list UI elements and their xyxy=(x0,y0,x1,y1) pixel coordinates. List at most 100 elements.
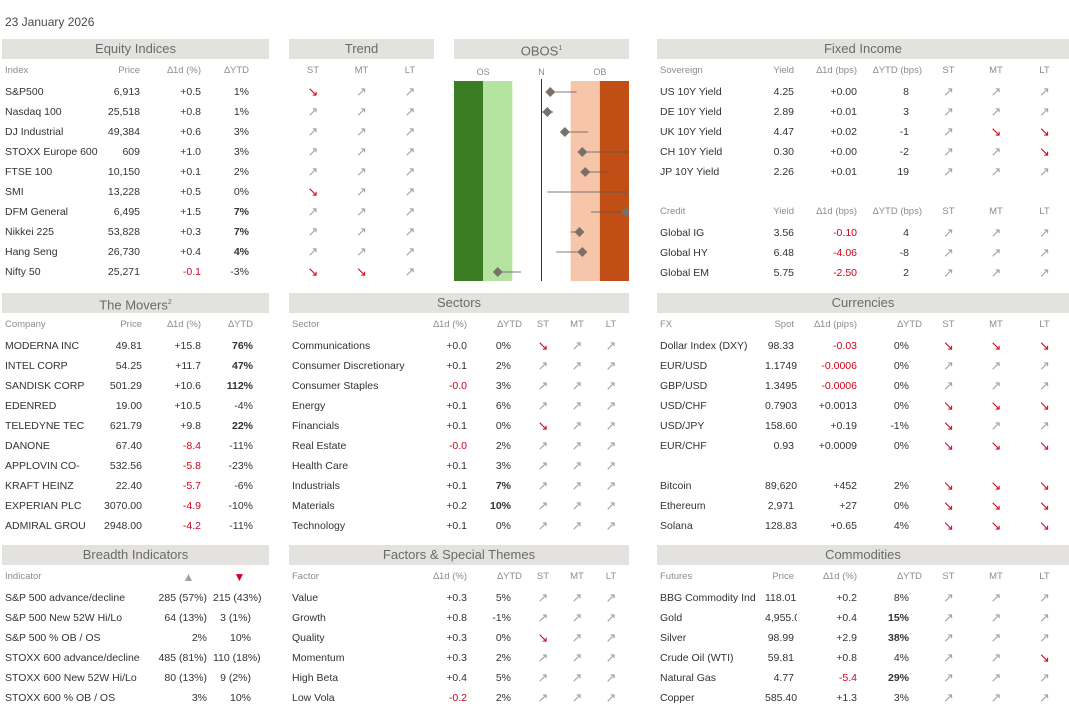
trend-lt-cell: ↗ xyxy=(593,628,629,648)
trend-lt-cell: ↗ xyxy=(1020,82,1069,102)
trend-lt-cell: ↗ xyxy=(1020,608,1069,628)
table-row: High Beta +0.4 5% ↗ ↗ ↗ xyxy=(289,668,629,688)
breadth-declining: 215 (43%) xyxy=(213,592,262,604)
table-row: Technology +0.1 0% ↗ ↗ ↗ xyxy=(289,516,629,536)
equity-indices-panel: Equity Indices Index Price ∆1d (%) ∆YTD … xyxy=(2,39,269,282)
index-change-1d: -0.1 xyxy=(182,266,201,278)
obos-marker-diamond xyxy=(542,107,553,117)
trend-st-cell: ↘ xyxy=(925,336,972,356)
col-header-ytd: ∆YTD xyxy=(224,65,249,76)
col-header-ytd: ∆YTD xyxy=(228,319,253,330)
trend-st-cell: ↗ xyxy=(289,102,337,122)
table-row: FTSE 100 10,150 +0.1 2% xyxy=(2,162,269,182)
trend-mt-cell: ↗ xyxy=(561,416,593,436)
yield-change-ytd: 4 xyxy=(903,227,909,239)
factors-name: Value xyxy=(292,592,319,604)
obos-footnote-mark: 1 xyxy=(558,45,563,52)
fixed-income-table: Sovereign Yield ∆1d (bps) ∆YTD (bps) ST MT LT … xyxy=(657,59,1069,283)
trend-st-cell: ↘ xyxy=(525,336,561,356)
index-name: DFM General xyxy=(5,206,69,218)
trend-lt-cell: ↗ xyxy=(593,376,629,396)
trend-up-arrow-icon: ↗ xyxy=(571,630,583,645)
sectors-name: Consumer Staples xyxy=(292,380,379,392)
trend-up-arrow-icon: ↗ xyxy=(605,338,617,353)
table-row: Industrials +0.1 7% ↗ ↗ ↗ xyxy=(289,476,629,496)
breadth-declining: 9 (2%) xyxy=(220,672,251,684)
movers-table: Company Price ∆1d (%) ∆YTD MODERNA INC 49… xyxy=(2,313,269,536)
sectors-panel: Sectors Sector ∆1d (%) ∆YTD ST MT LT Communic… xyxy=(289,293,629,536)
trend-st-cell: ↗ xyxy=(925,223,972,243)
trend-up-arrow-icon: ↗ xyxy=(307,124,319,139)
trend-st-cell: ↗ xyxy=(525,588,561,608)
movers-panel: The Movers2 Company Price ∆1d (%) ∆YTD M… xyxy=(2,293,269,536)
company-name: SANDISK CORP xyxy=(5,380,85,392)
trend-mt-cell: ↗ xyxy=(972,688,1020,708)
fx-change-ytd: 0% xyxy=(893,360,909,372)
breadth-table: Indicator ▲ ▼ S&P 500 advance/decline 285… xyxy=(2,565,269,708)
trend-st-cell xyxy=(925,456,972,476)
trend-mt-cell: ↗ xyxy=(561,356,593,376)
col-header-5: LT xyxy=(605,319,617,330)
trend-up-arrow-icon: ↗ xyxy=(605,438,617,453)
company-change-ytd: -11% xyxy=(229,520,253,532)
company-name: MODERNA INC xyxy=(5,340,80,352)
table-row: Materials +0.2 10% ↗ ↗ ↗ xyxy=(289,496,629,516)
trend-up-arrow-icon: ↗ xyxy=(943,124,954,139)
factors-name: Low Vola xyxy=(292,692,335,704)
trend-up-arrow-icon: ↗ xyxy=(605,358,617,373)
obos-marker-diamond xyxy=(580,167,591,177)
col-header-3: ST xyxy=(536,319,550,330)
trend-up-arrow-icon: ↗ xyxy=(943,378,954,393)
table-row: ↘ ↘ ↗ xyxy=(289,262,434,282)
col-header-st: ST xyxy=(306,65,320,76)
col-header-1: Price xyxy=(772,571,794,582)
yield-value: 6.48 xyxy=(773,247,794,259)
trend-up-arrow-icon: ↗ xyxy=(307,244,319,259)
trend-up-arrow-icon: ↗ xyxy=(571,670,583,685)
sectors-table: Sector ∆1d (%) ∆YTD ST MT LT Communications +0… xyxy=(289,313,629,536)
index-change-1d: +0.5 xyxy=(180,186,201,198)
factors-change-1d: +0.3 xyxy=(446,592,467,604)
company-name: KRAFT HEINZ xyxy=(5,480,74,492)
commodities-title: Commodities xyxy=(657,545,1069,565)
yield-value: 5.75 xyxy=(773,267,794,279)
trend-up-arrow-icon: ↗ xyxy=(1039,245,1050,260)
col-header-3: ST xyxy=(536,571,550,582)
trend-up-arrow-icon: ↗ xyxy=(990,670,1002,685)
trend-up-arrow-icon: ↗ xyxy=(356,204,367,219)
col-header-6: LT xyxy=(1039,571,1050,582)
commodity-name: Natural Gas xyxy=(660,672,717,684)
trend-down-arrow-icon: ↘ xyxy=(990,398,1002,413)
index-price: 25,518 xyxy=(107,106,140,118)
table-row: ↗ ↗ ↗ xyxy=(289,122,434,142)
trend-lt-cell: ↗ xyxy=(1020,668,1069,688)
trend-up-arrow-icon: ↗ xyxy=(1039,265,1050,280)
trend-up-arrow-icon: ↗ xyxy=(356,184,367,199)
commodity-change-ytd: 15% xyxy=(887,612,909,624)
col-header-5: MT xyxy=(989,206,1003,217)
fx-change-1d: +0.19 xyxy=(830,420,857,432)
trend-up-arrow-icon: ↗ xyxy=(1039,104,1050,119)
table-row: APPLOVIN CO- 532.56 -5.8 -23% xyxy=(2,456,269,476)
trend-down-arrow-icon: ↘ xyxy=(990,438,1002,453)
obos-marker-diamond xyxy=(577,147,588,157)
trend-up-arrow-icon: ↗ xyxy=(990,650,1002,665)
trend-lt-cell: ↘ xyxy=(1020,122,1069,142)
trend-mt-cell: ↗ xyxy=(972,376,1020,396)
fx-change-ytd: 4% xyxy=(893,520,909,532)
company-change-1d: -5.8 xyxy=(182,460,201,472)
sectors-change-1d: -0.0 xyxy=(448,380,467,392)
company-name: INTEL CORP xyxy=(5,360,68,372)
sectors-title: Sectors xyxy=(289,293,629,313)
trend-st-cell: ↗ xyxy=(925,608,972,628)
trend-up-arrow-icon: ↗ xyxy=(404,184,416,199)
currencies-table: FX Spot ∆1d (pips) ∆YTD ST MT LT Dollar Index … xyxy=(657,313,1069,536)
trend-mt-cell: ↗ xyxy=(972,223,1020,243)
table-row: DJ Industrial 49,384 +0.6 3% xyxy=(2,122,269,142)
col-header-1d: ∆1d (%) xyxy=(167,319,201,330)
trend-mt-cell: ↗ xyxy=(561,628,593,648)
trend-down-arrow-icon: ↘ xyxy=(990,478,1002,493)
trend-up-arrow-icon: ↗ xyxy=(571,690,583,705)
company-name: APPLOVIN CO- xyxy=(5,460,80,472)
trend-lt-cell: ↗ xyxy=(1020,223,1069,243)
